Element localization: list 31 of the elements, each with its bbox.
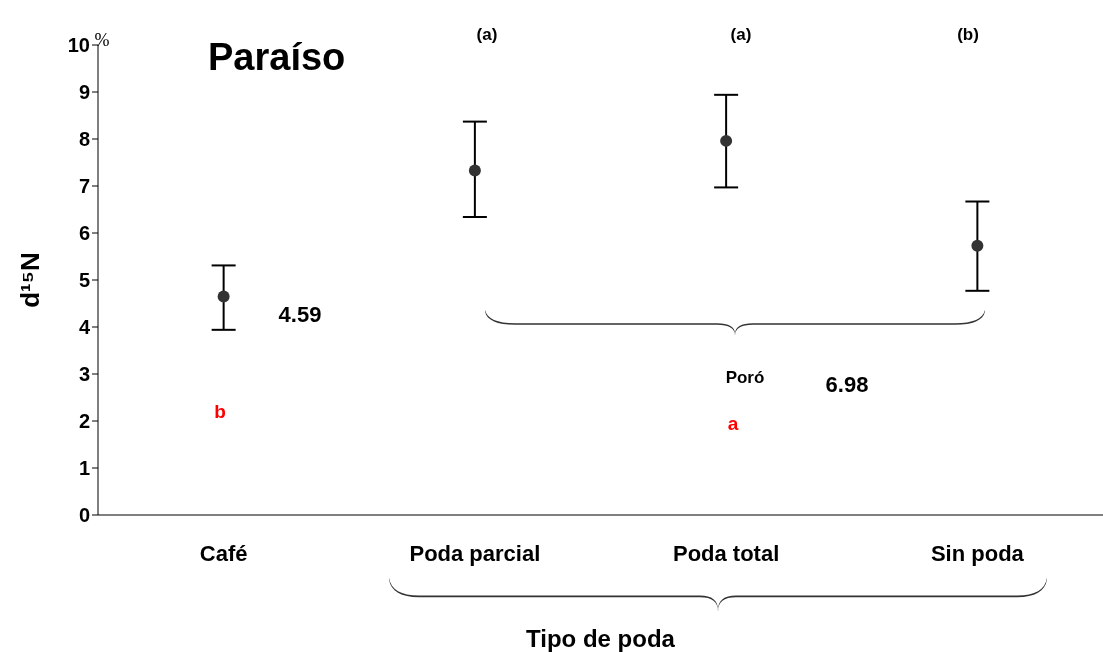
y-tick-label: 10 xyxy=(67,34,90,57)
annotation: % xyxy=(94,30,110,51)
text: (a) xyxy=(476,25,498,45)
annotation: 4.59 xyxy=(278,302,322,328)
annotation: Poró xyxy=(725,368,765,388)
annotation: a xyxy=(727,413,739,435)
x-tick-label: Poda parcial xyxy=(409,541,541,566)
y-tick-label: 1 xyxy=(78,457,90,480)
y-tick-label: 2 xyxy=(78,410,90,433)
point xyxy=(217,290,230,303)
y-tick-label: 8 xyxy=(78,128,90,151)
point xyxy=(720,134,733,147)
x-tick-label: Café xyxy=(199,541,248,566)
x-axis-title: Tipo de poda xyxy=(526,625,676,652)
y-axis-title: d¹⁵N xyxy=(15,252,46,308)
point xyxy=(468,164,481,177)
y-tick-label: 7 xyxy=(78,175,90,198)
y-tick-label: 9 xyxy=(78,81,90,104)
text: (b) xyxy=(957,25,979,45)
chart-title: Paraíso xyxy=(208,36,346,79)
y-tick-label: 5 xyxy=(78,269,90,292)
annotation: b xyxy=(214,401,226,423)
x-tick-label: Poda total xyxy=(672,541,780,566)
text: (a) xyxy=(730,25,752,45)
point xyxy=(971,239,984,252)
y-tick-label: 0 xyxy=(78,504,90,527)
x-tick-label: Sin poda xyxy=(930,541,1025,566)
annotation: 6.98 xyxy=(825,372,869,398)
y-tick-label: 6 xyxy=(78,222,90,245)
y-tick-label: 3 xyxy=(78,363,90,386)
y-tick-label: 4 xyxy=(78,316,91,339)
